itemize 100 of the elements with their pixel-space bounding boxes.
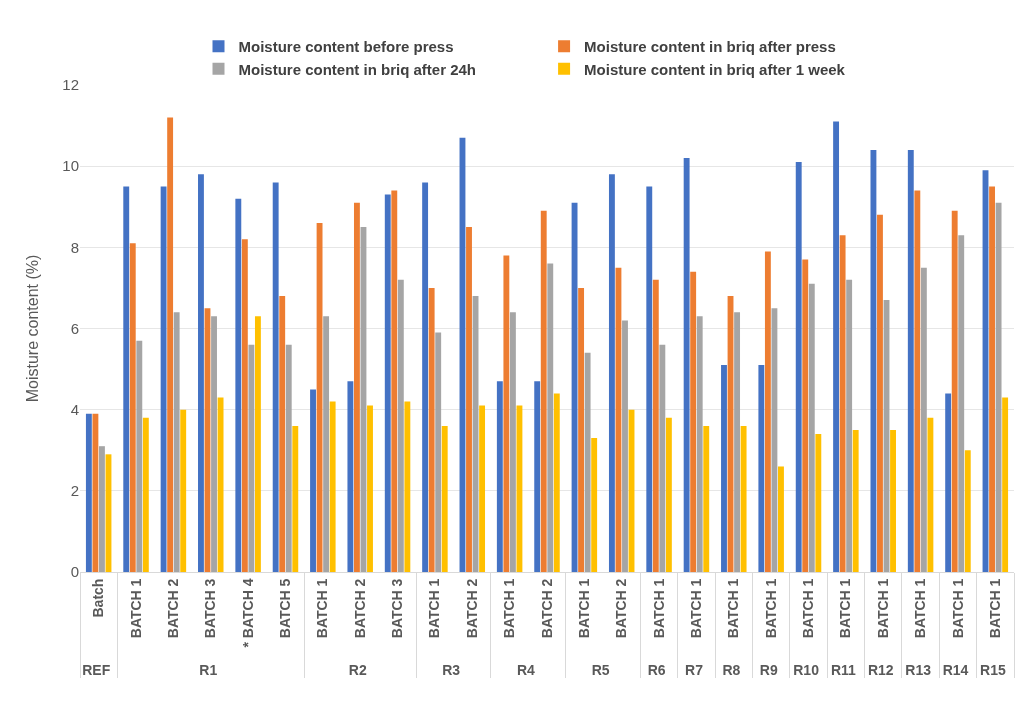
bar [509,312,516,572]
bar [272,182,279,572]
bar [839,235,846,572]
category-label: Batch [90,578,107,618]
y-tick-label: 4 [70,400,79,418]
category-label: R10 [793,661,819,678]
y-tick-label: 10 [62,157,79,175]
category-label: BATCH 5 [277,578,294,639]
bar [85,413,92,572]
category-label: R9 [759,661,778,678]
category-label: BATCH 1 [426,578,443,639]
category-label: * BATCH 4 [239,578,256,648]
bar [316,222,323,572]
bar [547,263,554,572]
bar [771,308,778,572]
bar [129,243,136,572]
bar [683,158,690,572]
bar [353,202,360,572]
category-label: BATCH 1 [687,578,704,639]
category-label: BATCH 1 [314,578,331,639]
category-label: BATCH 2 [538,578,555,639]
category-label: BATCH 1 [949,578,966,639]
category-label: R8 [722,661,741,678]
category-label: BATCH 3 [202,578,219,639]
bar [989,186,995,572]
bar [534,381,541,572]
bar [173,312,180,572]
bar [235,198,242,572]
bar [584,352,591,572]
bar [496,381,503,572]
bar [428,287,435,572]
y-tick-label: 0 [70,563,79,581]
bar [142,417,149,572]
bar [347,381,354,572]
bar [404,401,411,572]
bar [778,466,784,572]
category-label: R6 [647,661,666,678]
bar [833,121,840,572]
bar [254,316,261,572]
legend-label: Moisture content in briq after 1 week [584,60,846,78]
bar [877,214,883,572]
bar [503,255,510,572]
bar [123,186,130,572]
category-label: BATCH 1 [912,578,929,639]
bar [160,186,167,572]
bar [696,316,703,572]
bar [310,389,316,572]
y-tick-label: 6 [70,319,79,337]
bar [802,259,809,572]
bar [329,401,336,572]
bar [758,365,765,572]
bar [99,446,105,572]
bar [815,434,822,572]
category-label: BATCH 1 [800,578,817,639]
bar [279,296,286,572]
category-label: BATCH 1 [762,578,779,639]
bar [734,312,741,572]
bar [540,210,547,572]
bar [995,202,1002,572]
bar [659,344,666,572]
bar [764,251,771,572]
bar [808,283,815,572]
bar [217,397,224,572]
bar [608,174,615,572]
category-label: BATCH 2 [613,578,630,639]
category-label: BATCH 3 [389,578,406,639]
bar [646,186,653,572]
bar [870,149,877,572]
category-label: BATCH 1 [127,578,144,639]
bar [180,409,187,572]
bar [622,320,628,572]
category-label: R13 [905,661,931,678]
bar [367,405,373,572]
y-tick-label: 2 [70,482,79,500]
bar [198,174,204,572]
bar [323,316,330,572]
bar [591,438,598,572]
category-label: R7 [685,661,703,678]
legend-label: Moisture content in briq after press [584,38,836,56]
category-label: R1 [199,661,218,678]
category-label: BATCH 1 [837,578,854,639]
category-label: BATCH 1 [986,578,1003,639]
category-label: BATCH 2 [463,578,480,639]
bar [665,417,672,572]
bar [852,429,859,572]
category-label: BATCH 1 [501,578,518,639]
category-label: BATCH 2 [164,578,181,639]
bar [907,149,914,572]
bar [578,287,585,572]
bar [441,425,448,572]
bar [248,344,255,572]
bar [466,227,472,572]
category-label: R14 [942,661,969,678]
category-label: R3 [442,661,461,678]
bar [690,271,697,572]
category-label: BATCH 1 [575,578,592,639]
bar [652,279,659,572]
category-label: R15 [980,661,1006,678]
bar [211,316,217,572]
bar [920,267,927,572]
